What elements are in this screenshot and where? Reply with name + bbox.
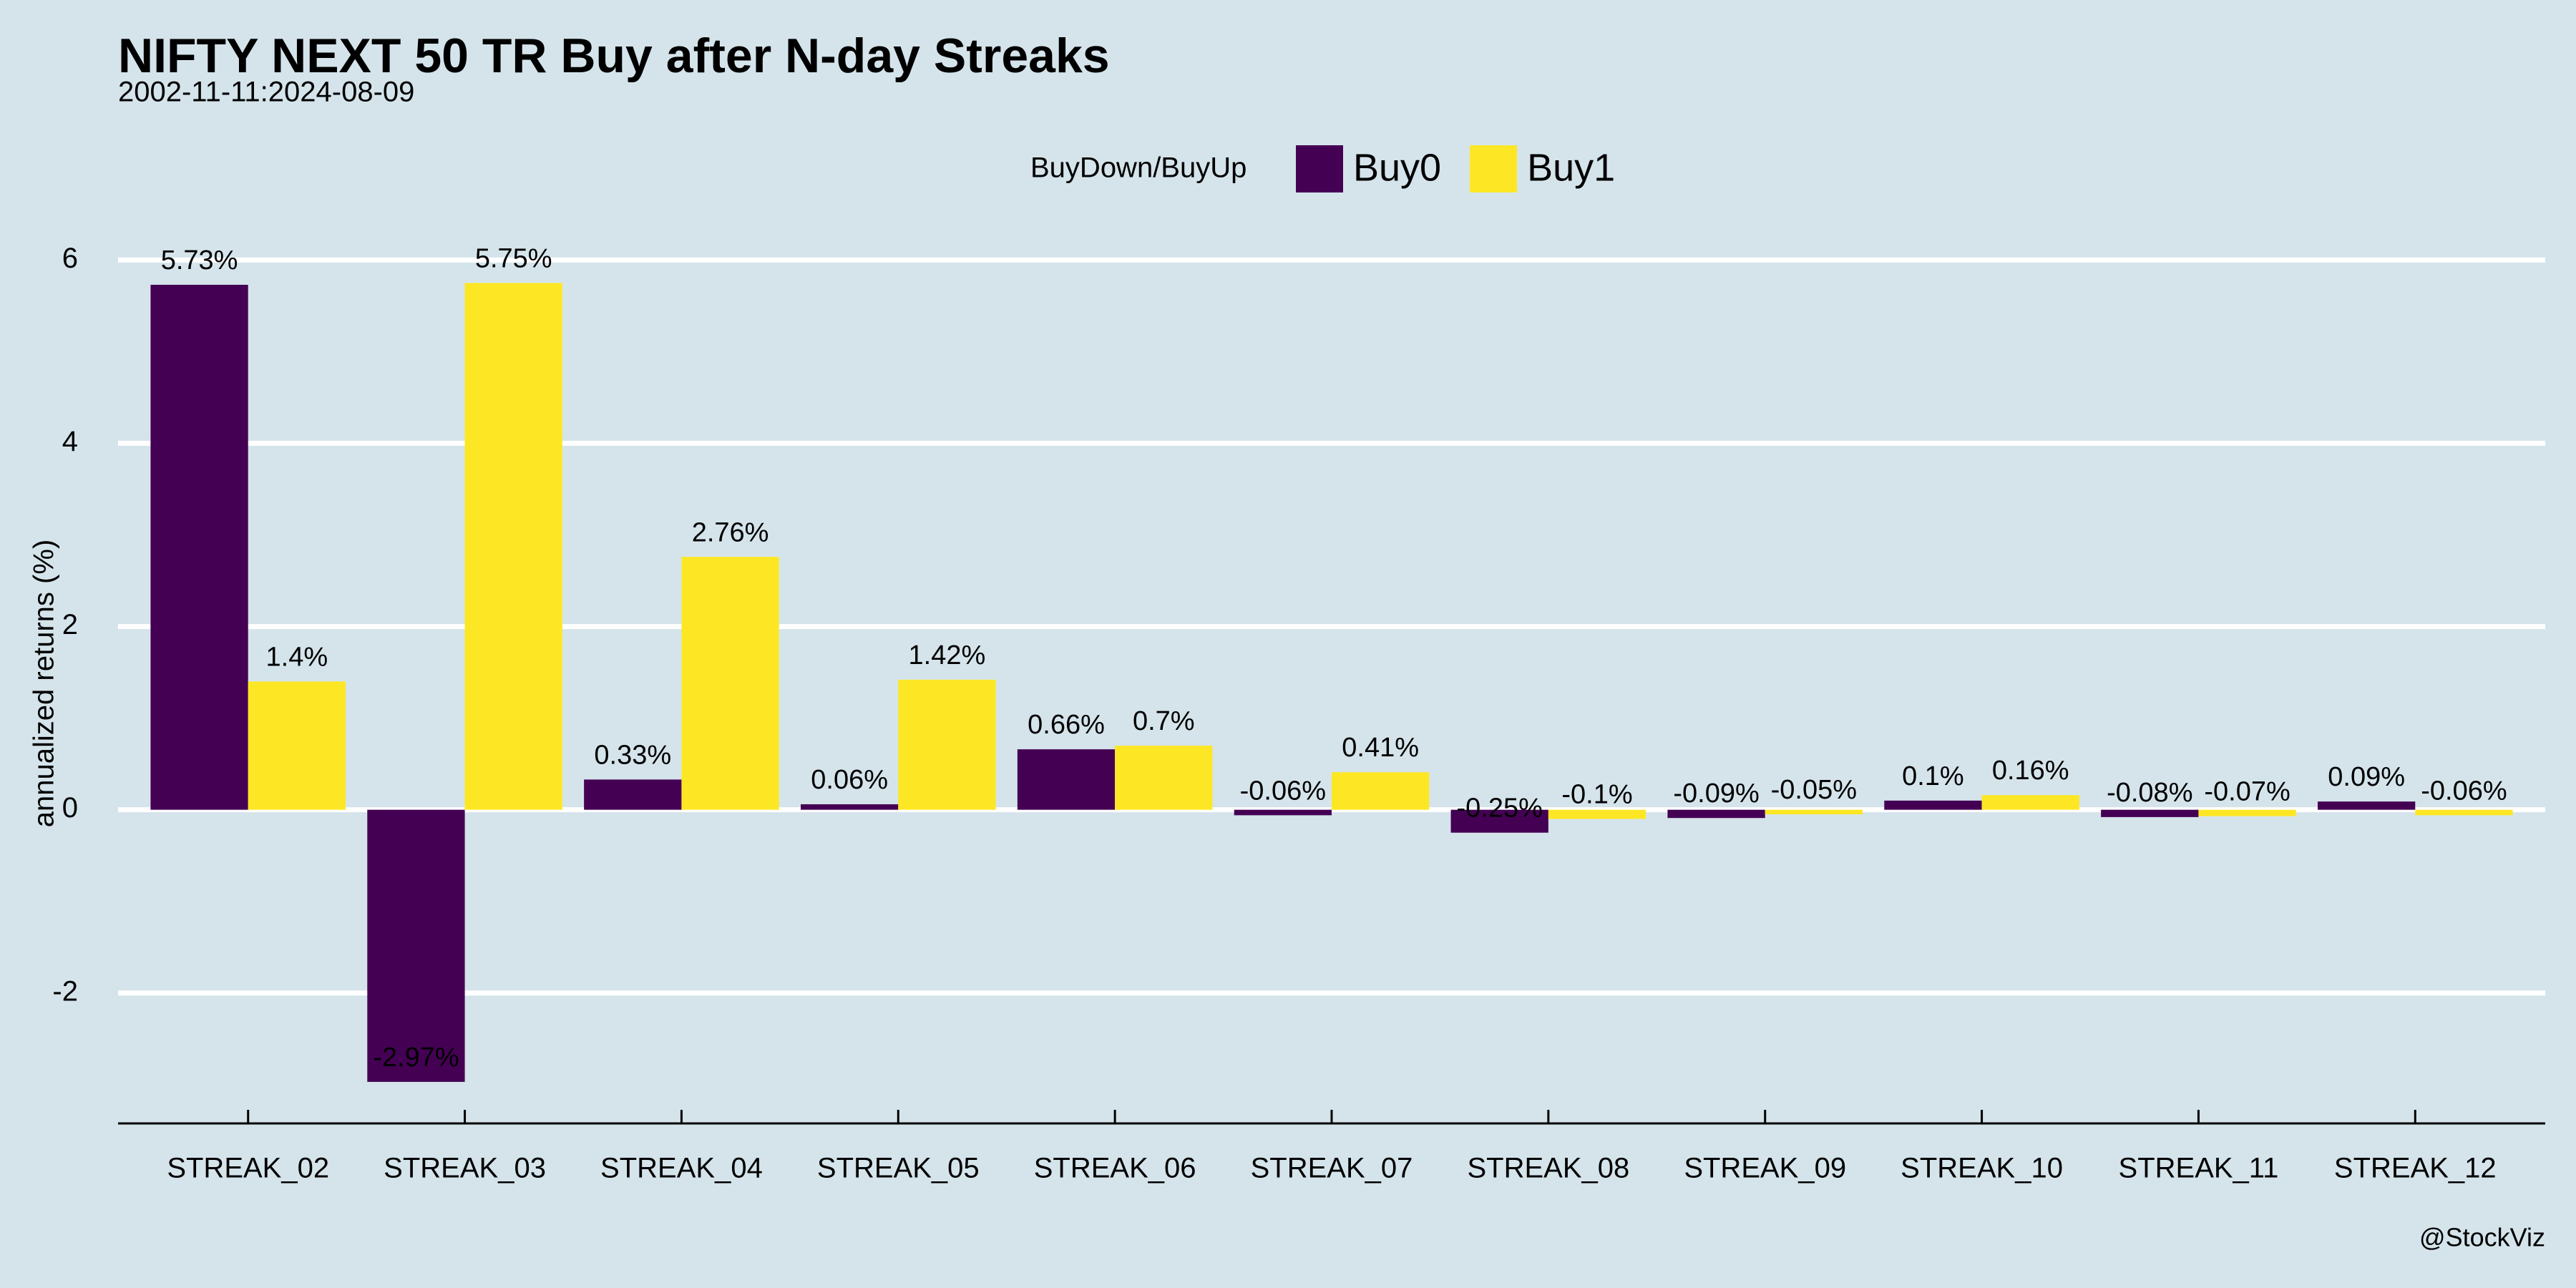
value-label: 0.7% [1133,706,1195,736]
legend-label: Buy1 [1527,146,1615,189]
bar [2101,809,2199,817]
y-tick-label: 0 [62,792,78,824]
value-label: -0.05% [1771,775,1857,805]
legend-swatch [1296,145,1343,192]
y-tick-label: -2 [52,975,78,1007]
x-tick-label: STREAK_11 [2119,1153,2279,1184]
bar [801,804,899,810]
x-tick-label: STREAK_07 [1251,1153,1413,1184]
bar [584,779,682,810]
value-label: 0.16% [1992,756,2069,786]
x-tick-label: STREAK_03 [384,1153,546,1184]
bar [898,679,996,810]
bar [150,284,248,810]
value-label: 2.76% [692,517,769,547]
bar [1234,809,1332,816]
bar [2415,809,2513,816]
bar [464,283,562,810]
value-label: -0.08% [2107,778,2192,808]
value-label: -0.06% [1240,776,1326,806]
legend-label: Buy0 [1353,146,1441,189]
value-label: -0.09% [1673,779,1759,809]
bar [1884,800,1982,810]
bar [1115,746,1213,810]
y-axis-label: annualized returns (%) [29,540,60,827]
value-label: 0.41% [1342,733,1419,763]
x-tick-label: STREAK_06 [1034,1153,1196,1184]
x-tick-label: STREAK_09 [1684,1153,1846,1184]
bar [2318,801,2416,810]
chart-title: NIFTY NEXT 50 TR Buy after N-day Streaks [118,29,1110,83]
value-label: -0.25% [1457,794,1543,824]
y-tick-label: 6 [62,243,78,274]
x-tick-label: STREAK_02 [167,1153,329,1184]
bar [2198,809,2296,816]
value-label: -0.06% [2421,776,2507,806]
value-label: 5.75% [475,243,552,273]
bar [1667,809,1765,819]
bar [1548,809,1646,819]
bar [681,557,779,810]
x-tick-label: STREAK_08 [1467,1153,1629,1184]
y-tick-label: 2 [62,609,78,640]
value-label: 0.06% [811,765,888,795]
x-tick-label: STREAK_05 [817,1153,980,1184]
x-tick-label: STREAK_04 [600,1153,763,1184]
chart-subtitle: 2002-11-11:2024-08-09 [118,77,414,108]
x-tick-label: STREAK_10 [1901,1153,2063,1184]
bar [1017,749,1116,810]
value-label: 0.1% [1902,761,1964,791]
x-tick-label: STREAK_12 [2334,1153,2497,1184]
value-label: -0.1% [1561,779,1632,809]
bar [1981,795,2079,810]
legend-swatch [1470,145,1518,192]
value-label: -0.07% [2204,777,2290,807]
bar [1450,809,1548,833]
value-label: 1.42% [909,640,986,670]
value-label: 0.09% [2328,762,2405,792]
value-label: 0.66% [1028,710,1105,740]
value-label: -2.97% [373,1043,459,1073]
legend-title: BuyDown/BuyUp [1030,152,1246,184]
bar [367,809,465,1082]
bar [1332,772,1430,810]
bar [1765,809,1863,815]
y-tick-label: 4 [62,426,78,457]
value-label: 1.4% [266,642,328,672]
caption: @StockViz [2419,1223,2545,1252]
value-label: 5.73% [161,245,238,275]
value-label: 0.33% [594,740,671,770]
bar [248,681,346,810]
